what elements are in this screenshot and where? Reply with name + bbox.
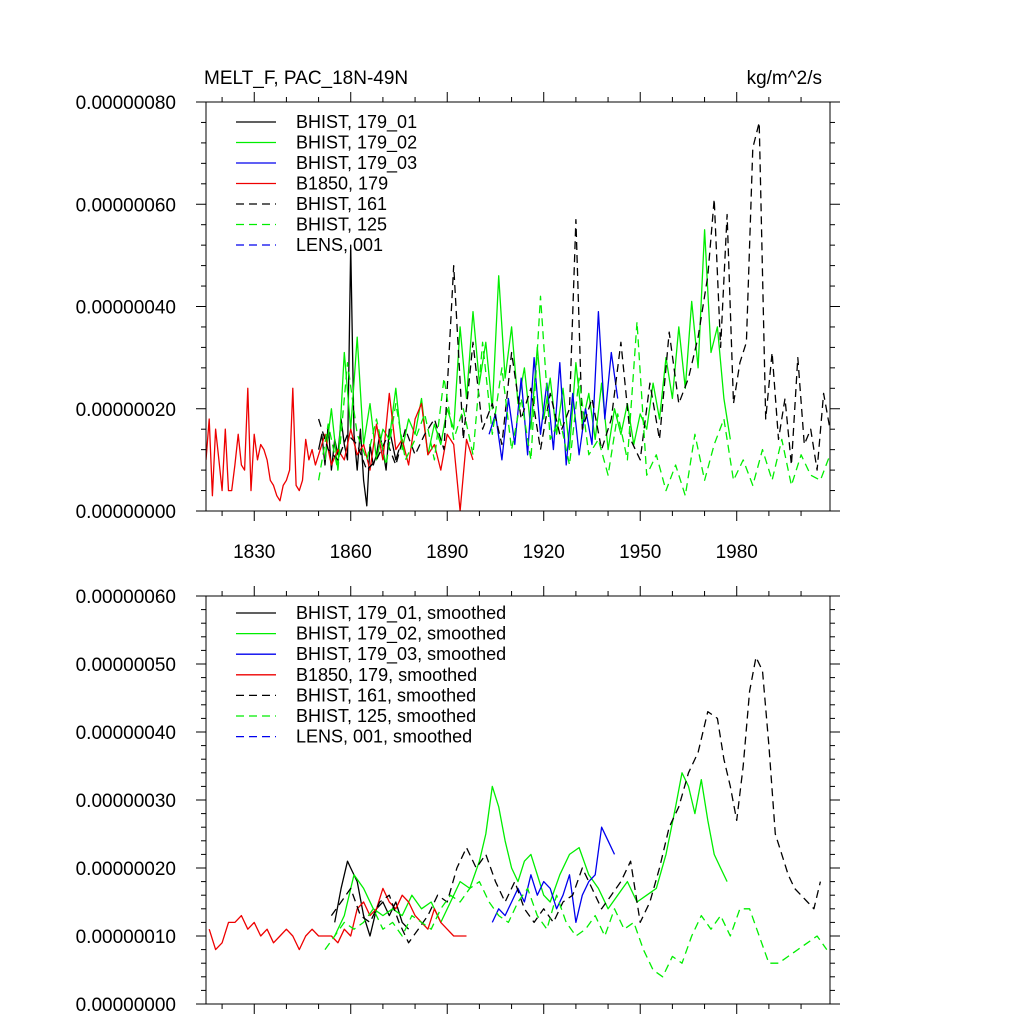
y-tick-label: 0.00000000 — [76, 502, 176, 523]
y-tick-label: 0.00000010 — [76, 927, 176, 948]
legend-label: BHIST, 179_01, smoothed — [296, 603, 506, 624]
series-line-5 — [324, 880, 828, 978]
bottom-chart: 0.00000000 0.00000010 0.00000020 0.00000030… — [76, 586, 840, 1016]
y-tick-label: 0.00000050 — [76, 655, 176, 676]
series-line-0 — [317, 244, 400, 507]
legend-label: BHIST, 179_02, smoothed — [296, 624, 506, 645]
legend-label: BHIST, 125 — [296, 215, 387, 235]
series-line-2 — [488, 310, 619, 466]
legend-label: B1850, 179, smoothed — [296, 665, 477, 685]
x-tick-label: 1920 — [523, 542, 565, 563]
top-chart: 1830 1860 1890 1920 1950 1980 0.00000000 0.0000… — [76, 68, 840, 563]
series-group — [206, 121, 830, 511]
legend-label: BHIST, 161 — [296, 194, 387, 214]
legend-label: BHIST, 179_02 — [296, 133, 417, 154]
series-line-1 — [334, 772, 728, 937]
y-tick-label: 0.00000020 — [76, 859, 176, 880]
chart-title: MELT_F, PAC_18N-49N — [204, 68, 408, 89]
y-tick-label: 0.00000000 — [76, 995, 176, 1016]
legend-label: LENS, 001, smoothed — [296, 727, 472, 747]
legend-label: BHIST, 179_03, smoothed — [296, 644, 506, 665]
y-tick-label: 0.00000020 — [76, 400, 176, 421]
series-group — [208, 656, 828, 978]
y-tick-label: 0.00000060 — [76, 195, 176, 216]
x-tick-label: 1980 — [716, 542, 758, 563]
y-tick-label: 0.00000040 — [76, 723, 176, 744]
x-tick-label: 1830 — [233, 542, 275, 563]
legend-label: BHIST, 125, smoothed — [296, 706, 476, 726]
legend-label: B1850, 179 — [296, 174, 388, 194]
y-tick-label: 0.00000040 — [76, 298, 176, 319]
series-line-5 — [317, 295, 830, 497]
y-tick-label: 0.00000080 — [76, 93, 176, 114]
y-tick-label: 0.00000030 — [76, 791, 176, 812]
legend-label: LENS, 001 — [296, 235, 383, 255]
series-line-3 — [208, 887, 467, 951]
legend-label: BHIST, 179_01 — [296, 112, 417, 133]
series-line-4 — [330, 656, 822, 944]
x-tick-label: 1950 — [619, 542, 661, 563]
legend-label: BHIST, 161, smoothed — [296, 685, 476, 705]
series-line-4 — [317, 121, 830, 471]
chart-units: kg/m^2/s — [747, 68, 822, 89]
y-tick-label: 0.00000060 — [76, 587, 176, 608]
series-line-2 — [491, 826, 616, 924]
x-tick-label: 1860 — [330, 542, 372, 563]
legend-label: BHIST, 179_03 — [296, 153, 417, 174]
series-line-3 — [206, 387, 474, 511]
series-line-0 — [334, 860, 410, 937]
x-tick-label: 1890 — [426, 542, 468, 563]
